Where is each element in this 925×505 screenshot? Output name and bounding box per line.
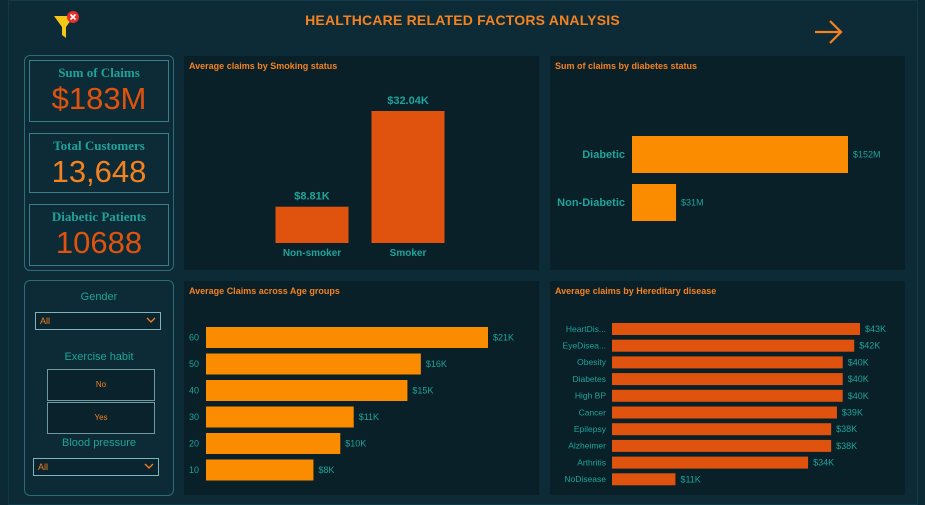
category-label-20: 20 — [189, 439, 199, 449]
category-label-30: 30 — [189, 412, 199, 422]
bar-diabetes[interactable] — [612, 373, 843, 386]
diabetes-chart-panel: Sum of claims by diabetes status Diabeti… — [550, 56, 905, 270]
hereditary-chart: HeartDis... $43K EyeDisea... $42K Obesity $40… — [563, 323, 886, 486]
category-label-cancer: Cancer — [579, 407, 607, 417]
data-label-non-diabetic: $31M — [681, 198, 704, 208]
data-label-20: $10K — [345, 439, 366, 449]
diabetes-chart-title: Sum of claims by diabetes status — [555, 61, 698, 71]
category-label-arthritis: Arthritis — [577, 457, 606, 467]
bar-smoker[interactable] — [371, 111, 445, 243]
data-label-10: $8K — [318, 465, 334, 475]
data-label-cancer: $39K — [842, 408, 863, 418]
bar-alzheimer[interactable] — [612, 439, 832, 452]
category-label-high-bp: High BP — [575, 391, 607, 401]
smoking-chart: $8.81K Non-smoker $32.04K Smoker — [275, 95, 445, 259]
smoking-chart-panel: Average claims by Smoking status $8.81K N… — [184, 56, 539, 270]
smoking-chart-title: Average claims by Smoking status — [189, 61, 338, 71]
bar-30[interactable] — [206, 406, 354, 428]
gender-dropdown[interactable]: All — [35, 312, 161, 330]
chevron-down-icon — [144, 463, 154, 469]
data-label-alzheimer: $38K — [836, 441, 857, 451]
data-label-60: $21K — [493, 333, 514, 343]
category-label-smoker: Smoker — [390, 248, 427, 259]
hereditary-chart-panel: Average claims by Hereditary disease Hea… — [550, 281, 905, 495]
category-label-non-smoker: Non-smoker — [283, 248, 341, 259]
chevron-down-icon — [146, 317, 156, 323]
kpi-value: 10688 — [55, 225, 143, 260]
gender-label: Gender — [80, 291, 118, 303]
gender-dropdown-value: All — [40, 316, 51, 326]
age-chart: 60 $21K 50 $16K 40 $15K 30 $11K 20 $10K 10 $8K — [189, 327, 514, 481]
kpi-label: Sum of Claims — [58, 65, 140, 80]
slicer-panel: Gender All Exercise habit No Yes Blood p… — [24, 280, 174, 496]
kpi-panel: Sum of Claims $183M Total Customers 13,6… — [24, 55, 174, 271]
data-label-high-bp: $40K — [848, 391, 869, 401]
bar-non-diabetic[interactable] — [632, 184, 677, 221]
exercise-yes-button[interactable]: Yes — [47, 402, 155, 434]
category-label-obesity: Obesity — [577, 357, 607, 367]
data-label-non-smoker: $8.81K — [294, 191, 330, 203]
bar-diabetic[interactable] — [632, 136, 848, 173]
bar-high-bp[interactable] — [612, 389, 843, 402]
exercise-no-button[interactable]: No — [47, 369, 155, 401]
kpi-value: 13,648 — [51, 154, 147, 189]
bar-eyedisea[interactable] — [612, 339, 855, 352]
blood-pressure-dropdown[interactable]: All — [33, 458, 159, 476]
bar-cancer[interactable] — [612, 406, 837, 419]
exercise-label: Exercise habit — [64, 351, 134, 363]
data-label-50: $16K — [426, 359, 447, 369]
bar-epilepsy[interactable] — [612, 423, 832, 436]
category-label-diabetes: Diabetes — [572, 374, 606, 384]
filter-clear-icon[interactable] — [52, 10, 80, 42]
data-label-40: $15K — [412, 386, 433, 396]
kpi-value: $183M — [51, 81, 147, 116]
age-chart-title: Average Claims across Age groups — [189, 286, 340, 296]
category-label-50: 50 — [189, 359, 199, 369]
blood-pressure-label: Blood pressure — [62, 437, 136, 449]
bar-40[interactable] — [206, 380, 408, 401]
diabetes-chart: Diabetic $152M Non-Diabetic $31M — [557, 136, 881, 221]
data-label-diabetes: $40K — [848, 374, 869, 384]
data-label-heartdis: $43K — [865, 324, 886, 334]
kpi-card-claims: Sum of Claims $183M — [29, 60, 169, 122]
category-label-nodisease: NoDisease — [564, 474, 606, 484]
bar-20[interactable] — [206, 433, 341, 454]
data-label-obesity: $40K — [848, 357, 869, 367]
kpi-card-diabetic: Diabetic Patients 10688 — [29, 204, 169, 266]
data-label-nodisease: $11K — [680, 474, 700, 484]
bar-50[interactable] — [206, 353, 421, 375]
bar-60[interactable] — [206, 327, 488, 348]
bar-10[interactable] — [206, 459, 314, 481]
bar-nodisease[interactable] — [612, 473, 676, 486]
bar-heartdis[interactable] — [612, 323, 860, 335]
data-label-eyedisea: $42K — [859, 341, 880, 351]
data-label-epilepsy: $38K — [836, 424, 857, 434]
category-label-diabetic: Diabetic — [582, 149, 625, 161]
bar-arthritis[interactable] — [612, 456, 809, 469]
kpi-card-customers: Total Customers 13,648 — [29, 133, 169, 193]
data-label-arthritis: $34K — [813, 458, 834, 468]
data-label-diabetic: $152M — [853, 150, 881, 160]
category-label-heartdis: HeartDis... — [566, 324, 606, 334]
hereditary-chart-title: Average claims by Hereditary disease — [555, 286, 717, 296]
bar-non-smoker[interactable] — [275, 206, 349, 243]
data-label-smoker: $32.04K — [387, 95, 429, 107]
category-label-60: 60 — [189, 333, 199, 343]
category-label-10: 10 — [189, 465, 199, 475]
kpi-label: Total Customers — [53, 138, 145, 153]
arrow-right-icon[interactable] — [812, 16, 844, 48]
category-label-epilepsy: Epilepsy — [574, 424, 607, 434]
category-label-eyedisea: EyeDisea... — [563, 341, 606, 351]
age-chart-panel: Average Claims across Age groups 60 $21K 5… — [184, 281, 539, 495]
page-title: HEALTHCARE RELATED FACTORS ANALYSIS — [305, 12, 620, 28]
kpi-label: Diabetic Patients — [51, 209, 147, 224]
bar-obesity[interactable] — [612, 356, 843, 369]
category-label-alzheimer: Alzheimer — [568, 441, 606, 451]
category-label-non-diabetic: Non-Diabetic — [557, 197, 625, 209]
blood-pressure-dropdown-value: All — [38, 462, 49, 472]
category-label-40: 40 — [189, 386, 199, 396]
data-label-30: $11K — [359, 412, 379, 422]
